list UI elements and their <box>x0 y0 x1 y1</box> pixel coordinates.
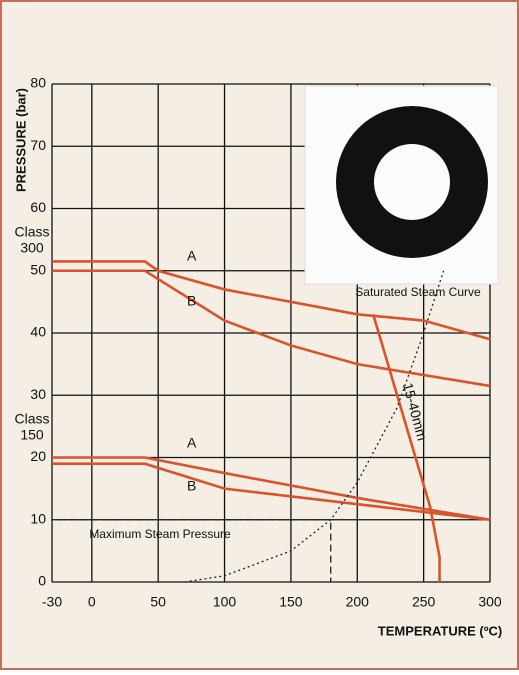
y-tick-label: 50 <box>30 261 46 277</box>
x-tick-label: 250 <box>412 594 436 610</box>
series-label: A <box>187 435 197 451</box>
x-tick-label: 100 <box>213 594 237 610</box>
series-label: A <box>187 248 197 264</box>
y-tick-label: 30 <box>30 386 46 402</box>
y-tick-label: 40 <box>30 324 46 340</box>
x-axis-label: TEMPERATURE (ºC) <box>378 623 502 638</box>
x-tick-label: 50 <box>150 594 166 610</box>
chart: PRESSURE (bar) TEMPERATURE (ºC) Class 30… <box>0 0 519 670</box>
y-tick-label: 70 <box>30 137 46 153</box>
series-label: B <box>187 478 196 494</box>
x-tick-label: 0 <box>88 594 96 610</box>
annotation: Class <box>14 224 49 240</box>
x-tick-label: 150 <box>279 594 303 610</box>
series-label: Maximum Steam Pressure <box>89 527 231 541</box>
y-tick-label: 10 <box>30 510 46 526</box>
y-tick-label: 20 <box>30 448 46 464</box>
x-tick-label: -30 <box>42 594 62 610</box>
y-tick-label: 0 <box>38 573 46 589</box>
x-tick-label: 300 <box>478 594 502 610</box>
annotation: 150 <box>20 427 44 443</box>
series-label: B <box>187 293 196 309</box>
series-label: Saturated Steam Curve <box>355 285 481 299</box>
gasket-hole <box>374 144 450 220</box>
y-axis-label: PRESSURE (bar) <box>13 88 28 192</box>
x-tick-label: 200 <box>346 594 370 610</box>
annotation: 300 <box>20 240 44 256</box>
y-tick-label: 60 <box>30 199 46 215</box>
annotation: Class <box>14 411 49 427</box>
y-tick-label: 80 <box>30 75 46 91</box>
